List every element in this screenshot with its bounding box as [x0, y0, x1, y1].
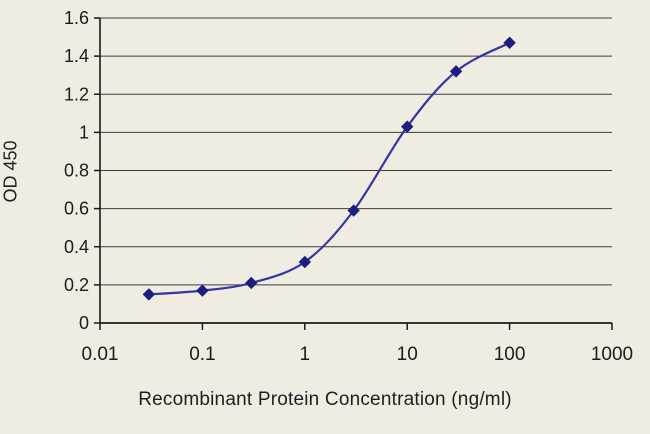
x-tick-label: 1 [300, 344, 311, 365]
data-point-marker [245, 276, 258, 290]
data-point-marker [142, 288, 156, 301]
data-point-marker [347, 204, 360, 217]
x-tick-label: 1000 [591, 344, 633, 365]
y-tick-label: 1.6 [64, 8, 89, 28]
x-tick-label: 100 [494, 344, 526, 365]
y-tick-label: 0.2 [64, 275, 89, 295]
data-point-marker [298, 255, 312, 269]
y-tick-label: 0.4 [64, 237, 89, 257]
x-axis-title: Recombinant Protein Concentration (ng/ml… [138, 389, 512, 410]
y-tick-label: 1 [79, 122, 89, 142]
data-point-marker [503, 36, 516, 49]
y-tick-label: 1.4 [64, 46, 89, 66]
y-axis-title: OD 450 [0, 140, 21, 203]
data-point-marker [449, 65, 463, 78]
y-tick-label: 0 [79, 313, 89, 333]
x-tick-label: 0.01 [82, 344, 119, 365]
y-tick-label: 0.6 [64, 199, 89, 219]
y-tick-label: 0.8 [64, 161, 89, 181]
y-tick-label: 1.2 [64, 84, 89, 104]
series-line [148, 41, 511, 296]
data-point-marker [196, 284, 209, 297]
data-point-marker [400, 120, 414, 133]
x-tick-label: 0.1 [189, 344, 215, 365]
x-tick-label: 10 [397, 344, 418, 365]
